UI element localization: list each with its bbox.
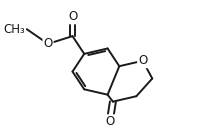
Text: O: O	[138, 54, 147, 67]
Text: CH₃: CH₃	[3, 23, 25, 36]
Text: O: O	[43, 37, 53, 50]
Text: O: O	[105, 115, 114, 128]
Text: O: O	[68, 10, 77, 23]
